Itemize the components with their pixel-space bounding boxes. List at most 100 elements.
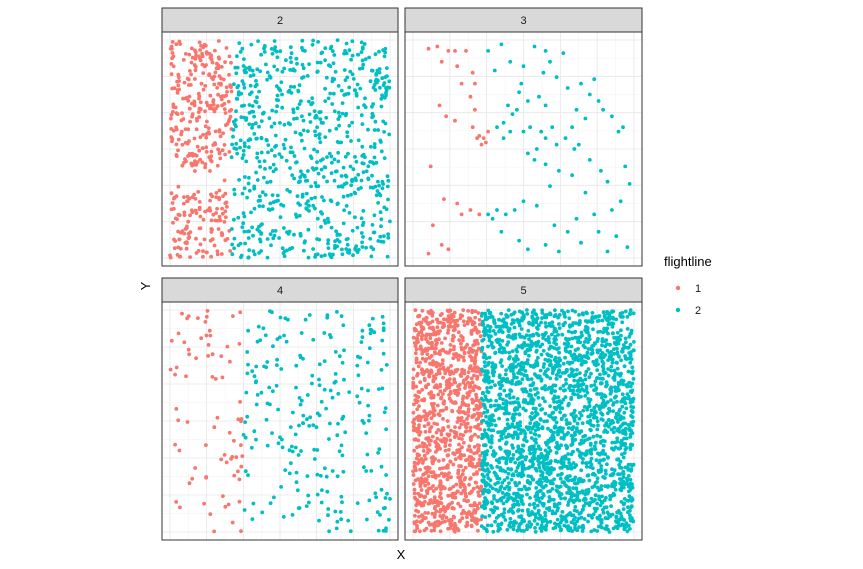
facet-strip-label-4: 4 [277, 285, 283, 297]
data-point-flightline-2 [489, 523, 494, 528]
data-point-flightline-1 [193, 48, 197, 53]
data-point-flightline-2 [272, 121, 277, 126]
data-point-flightline-2 [544, 373, 549, 378]
data-point-flightline-2 [584, 369, 589, 374]
data-point-flightline-2 [530, 314, 535, 319]
data-point-flightline-2 [614, 234, 619, 239]
data-point-flightline-2 [623, 465, 628, 470]
data-point-flightline-2 [340, 453, 345, 458]
data-point-flightline-2 [569, 344, 574, 349]
data-point-flightline-2 [297, 396, 302, 400]
data-point-flightline-2 [370, 68, 375, 73]
data-point-flightline-2 [344, 51, 349, 56]
data-point-flightline-1 [452, 347, 456, 352]
data-point-flightline-1 [430, 474, 435, 479]
data-point-flightline-1 [174, 42, 179, 47]
data-point-flightline-2 [501, 120, 506, 125]
data-point-flightline-2 [361, 209, 366, 213]
data-point-flightline-2 [326, 241, 330, 246]
data-point-flightline-2 [501, 136, 506, 141]
data-point-flightline-2 [534, 203, 539, 208]
data-point-flightline-1 [182, 210, 187, 215]
data-point-flightline-2 [609, 364, 614, 369]
data-point-flightline-1 [448, 308, 453, 313]
data-point-flightline-2 [300, 172, 305, 177]
data-point-flightline-2 [495, 337, 500, 342]
data-point-flightline-2 [232, 246, 237, 251]
data-point-flightline-2 [605, 179, 610, 184]
data-point-flightline-2 [498, 447, 503, 451]
data-point-flightline-2 [511, 523, 516, 528]
data-point-flightline-1 [416, 395, 421, 399]
data-point-flightline-1 [447, 377, 452, 381]
data-point-flightline-2 [332, 109, 337, 114]
data-point-flightline-2 [497, 380, 501, 385]
data-point-flightline-1 [426, 436, 431, 440]
data-point-flightline-2 [526, 427, 531, 431]
data-point-flightline-2 [319, 167, 324, 172]
data-point-flightline-2 [554, 373, 559, 377]
data-point-flightline-2 [380, 95, 385, 99]
data-point-flightline-1 [414, 341, 419, 345]
data-point-flightline-2 [238, 138, 243, 143]
data-point-flightline-2 [349, 57, 353, 62]
data-point-flightline-2 [486, 344, 490, 349]
data-point-flightline-1 [227, 54, 232, 59]
data-point-flightline-1 [421, 449, 426, 453]
data-point-flightline-1 [240, 454, 245, 458]
data-point-flightline-1 [194, 153, 199, 158]
data-point-flightline-2 [493, 332, 498, 336]
data-point-flightline-2 [332, 178, 337, 183]
data-point-flightline-1 [477, 467, 482, 472]
facet-panel-5: 5 [404, 277, 643, 541]
data-point-flightline-2 [615, 399, 619, 404]
data-point-flightline-2 [599, 451, 604, 456]
data-point-flightline-2 [556, 473, 560, 477]
data-point-flightline-2 [305, 393, 310, 397]
data-point-flightline-2 [489, 445, 493, 450]
data-point-flightline-2 [538, 375, 542, 380]
data-point-flightline-2 [355, 501, 360, 505]
data-point-flightline-1 [461, 308, 466, 312]
data-point-flightline-1 [169, 44, 174, 49]
data-point-flightline-2 [517, 481, 522, 485]
data-point-flightline-1 [189, 72, 194, 77]
data-point-flightline-2 [587, 337, 592, 342]
data-point-flightline-2 [499, 42, 504, 47]
data-point-flightline-1 [221, 494, 225, 498]
data-point-flightline-2 [588, 465, 593, 469]
data-point-flightline-2 [619, 442, 624, 446]
data-point-flightline-2 [501, 401, 506, 406]
data-point-flightline-2 [268, 75, 273, 80]
data-point-flightline-1 [198, 226, 203, 231]
data-point-flightline-1 [423, 429, 428, 434]
data-point-flightline-2 [345, 130, 350, 135]
data-point-flightline-2 [628, 384, 633, 389]
data-point-flightline-2 [485, 386, 489, 390]
data-point-flightline-2 [265, 255, 270, 260]
data-point-flightline-2 [554, 445, 558, 449]
data-point-flightline-2 [534, 420, 539, 425]
data-point-flightline-2 [631, 348, 636, 353]
data-point-flightline-1 [469, 329, 474, 333]
data-point-flightline-2 [628, 513, 632, 518]
data-point-flightline-1 [182, 201, 186, 206]
data-point-flightline-2 [330, 49, 335, 53]
data-point-flightline-1 [438, 514, 443, 518]
data-point-flightline-1 [202, 501, 207, 506]
data-point-flightline-1 [215, 61, 219, 66]
data-point-flightline-2 [269, 124, 274, 129]
data-point-flightline-2 [562, 413, 566, 418]
data-point-flightline-2 [325, 313, 330, 318]
data-point-flightline-2 [513, 407, 517, 411]
data-point-flightline-2 [497, 416, 501, 421]
data-point-flightline-2 [254, 82, 259, 87]
data-point-flightline-2 [532, 432, 537, 436]
data-point-flightline-2 [534, 343, 539, 348]
data-point-flightline-1 [192, 136, 197, 141]
data-point-flightline-1 [209, 230, 214, 234]
data-point-flightline-2 [252, 206, 257, 211]
data-point-flightline-2 [559, 443, 563, 448]
data-point-flightline-2 [490, 361, 495, 365]
data-point-flightline-2 [530, 426, 535, 431]
